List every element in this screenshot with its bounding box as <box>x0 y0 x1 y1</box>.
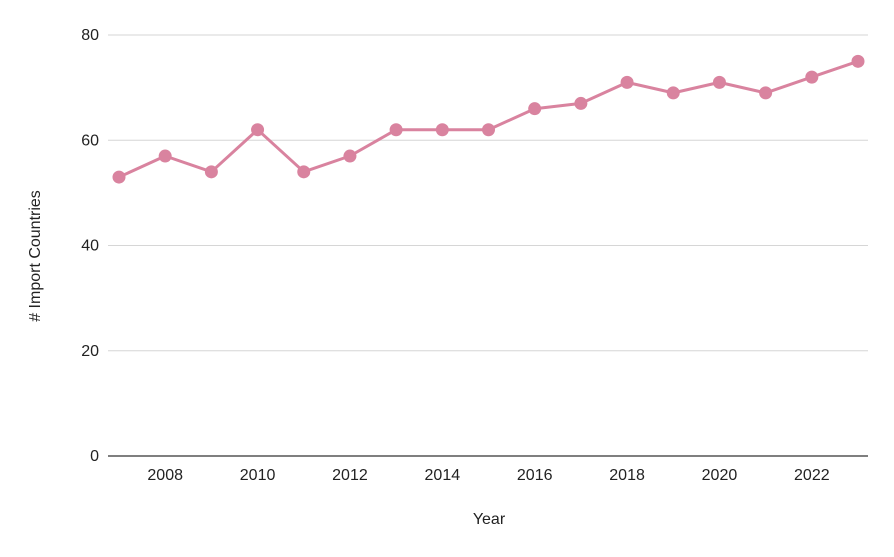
data-point <box>204 165 218 179</box>
x-tick-label: 2012 <box>332 467 368 484</box>
y-axis-tick-labels: 0 20 40 60 80 <box>81 27 99 465</box>
data-point <box>759 86 773 100</box>
series-line <box>117 59 860 179</box>
series-import-countries <box>112 54 865 184</box>
data-point <box>805 70 819 84</box>
data-point <box>435 123 449 137</box>
x-tick-label: 2018 <box>609 467 645 484</box>
data-point <box>528 102 542 116</box>
x-axis-tick-labels: 2008 2010 2012 2014 2016 2018 2020 2022 <box>147 467 829 484</box>
data-point <box>620 75 634 89</box>
y-tick-label: 60 <box>81 132 99 149</box>
gridlines <box>108 34 868 352</box>
data-point <box>158 149 172 163</box>
data-point <box>251 123 265 137</box>
y-tick-label: 80 <box>81 27 99 44</box>
data-point <box>851 54 865 68</box>
y-axis-title: # Import Countries <box>27 190 44 322</box>
data-point <box>297 165 311 179</box>
y-tick-label: 0 <box>90 448 99 465</box>
x-axis-title: Year <box>473 511 506 528</box>
y-tick-label: 40 <box>81 238 99 255</box>
data-point <box>666 86 680 100</box>
x-tick-label: 2008 <box>147 467 183 484</box>
data-point <box>389 123 403 137</box>
data-point <box>482 123 495 137</box>
x-tick-label: 2020 <box>702 467 738 484</box>
data-point <box>343 149 357 163</box>
x-tick-label: 2022 <box>794 467 830 484</box>
y-tick-label: 20 <box>81 343 99 360</box>
x-tick-label: 2010 <box>240 467 276 484</box>
x-tick-label: 2016 <box>517 467 553 484</box>
data-point <box>112 170 126 184</box>
x-tick-label: 2014 <box>425 467 461 484</box>
data-point <box>712 75 726 89</box>
data-point <box>574 96 588 110</box>
